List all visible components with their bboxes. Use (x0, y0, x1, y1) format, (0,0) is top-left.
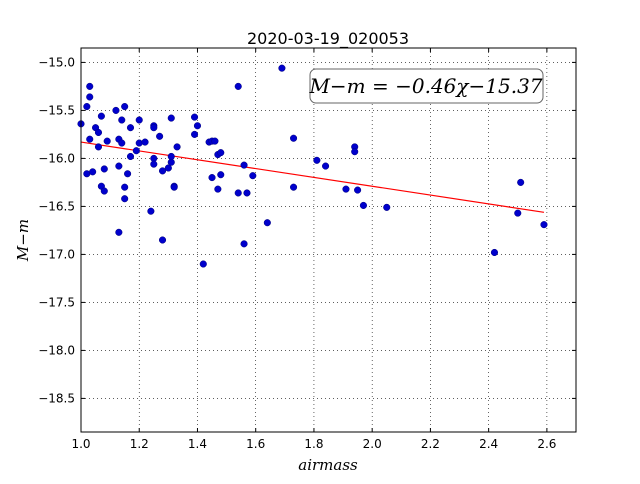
data-point (132, 147, 140, 155)
data-point (141, 138, 149, 146)
data-point (193, 122, 202, 130)
data-point (214, 185, 222, 193)
data-point (191, 113, 199, 121)
fit-line-layer (80, 141, 545, 213)
data-point (118, 139, 126, 147)
data-point (167, 114, 175, 122)
data-point (351, 148, 359, 156)
data-point (103, 137, 111, 145)
x-tick-label: 2.4 (479, 437, 498, 451)
data-point (514, 209, 522, 217)
data-point (322, 162, 330, 170)
data-point (290, 134, 298, 142)
data-point (313, 156, 321, 164)
data-points-layer (77, 64, 548, 268)
plot-frame (80, 47, 577, 433)
data-point (100, 187, 108, 195)
data-point (278, 64, 286, 72)
data-point (86, 82, 94, 90)
y-tick-label: −15.5 (38, 103, 75, 117)
y-tick-label: −17.5 (38, 295, 75, 309)
y-tick-labels: −15.0 −15.5 −16.0 −16.5 −17.0 −17.5 −18.0 −18.5 (38, 55, 75, 405)
data-point (112, 106, 120, 114)
data-point (121, 183, 129, 191)
x-tick-label: 1.4 (188, 437, 207, 451)
x-tick-label: 1.2 (130, 437, 149, 451)
data-point (150, 160, 158, 168)
data-point (89, 168, 97, 176)
data-point (342, 185, 350, 193)
x-tick-label: 2.2 (421, 437, 440, 451)
data-point (211, 137, 219, 145)
data-point (100, 165, 108, 173)
data-point (170, 183, 178, 191)
annotation-text: M−m = −0.46χ−15.37 (308, 74, 542, 98)
chart-title: 2020-03-19_020053 (247, 29, 409, 49)
y-tick-label: −16.5 (38, 199, 75, 213)
data-point (240, 240, 248, 248)
data-point (83, 103, 91, 111)
data-point (217, 149, 225, 157)
data-point (150, 124, 158, 132)
data-point (135, 139, 143, 147)
data-point (118, 116, 126, 124)
data-point (121, 103, 129, 111)
data-point (173, 143, 181, 151)
data-point (217, 171, 225, 179)
data-point (354, 186, 362, 194)
data-point (86, 135, 94, 143)
data-point (249, 172, 257, 180)
x-tick-label: 1.6 (246, 437, 265, 451)
x-tick-label: 1.0 (71, 437, 90, 451)
x-axis-label: airmass (298, 456, 358, 474)
data-point (121, 195, 129, 203)
ticks-layer (80, 48, 576, 432)
x-tick-labels: 1.0 1.2 1.4 1.6 1.8 2.0 2.2 2.4 2.6 (71, 437, 556, 451)
y-tick-label: −17.0 (38, 247, 75, 261)
data-point (383, 203, 391, 211)
y-tick-label: −16.0 (38, 151, 75, 165)
data-point (540, 221, 548, 229)
data-point (191, 130, 199, 138)
data-point (208, 174, 216, 182)
data-point (243, 189, 251, 197)
data-point (199, 260, 207, 268)
data-point (156, 132, 164, 140)
x-tick-label: 1.8 (304, 437, 323, 451)
data-point (290, 183, 298, 191)
y-tick-label: −15.0 (38, 55, 75, 69)
x-tick-label: 2.0 (363, 437, 382, 451)
annotation-box (309, 68, 544, 104)
data-point (94, 143, 103, 151)
data-point (490, 248, 499, 257)
y-axis-label: M−m (14, 219, 32, 262)
data-point (124, 170, 132, 178)
y-tick-label: −18.5 (38, 391, 75, 405)
data-point (234, 189, 242, 197)
data-point (517, 178, 525, 186)
data-point (158, 167, 167, 175)
data-point (86, 93, 94, 101)
data-point (135, 116, 143, 124)
data-point (97, 112, 105, 120)
data-point (164, 164, 172, 172)
data-point (147, 207, 155, 215)
data-point (115, 228, 123, 236)
data-point (359, 201, 367, 209)
data-point (94, 128, 103, 137)
x-tick-label: 2.6 (537, 437, 556, 451)
data-point (115, 162, 123, 170)
equation-annotation: M−m = −0.46χ−15.37 (308, 68, 544, 104)
data-point (263, 219, 271, 227)
data-point (167, 152, 175, 161)
data-point (126, 124, 135, 132)
data-point (240, 161, 248, 169)
y-tick-label: −18.0 (38, 343, 75, 357)
data-point (158, 236, 167, 244)
data-point (234, 82, 242, 90)
fit-line (80, 141, 545, 213)
data-point (126, 152, 135, 161)
